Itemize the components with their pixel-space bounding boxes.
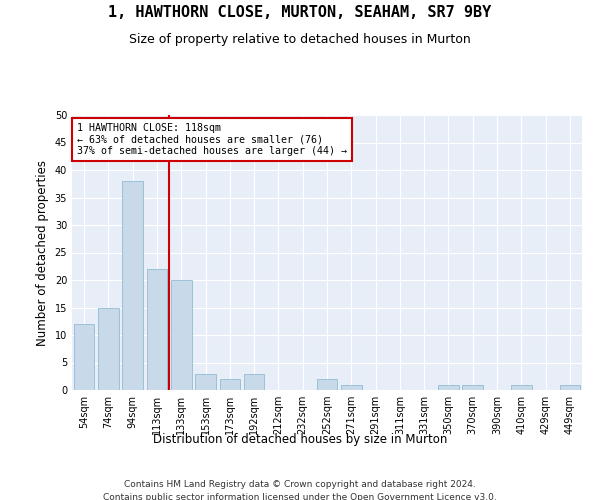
Bar — [195, 374, 216, 390]
Text: 1, HAWTHORN CLOSE, MURTON, SEAHAM, SR7 9BY: 1, HAWTHORN CLOSE, MURTON, SEAHAM, SR7 9… — [109, 5, 491, 20]
Bar — [341, 384, 362, 390]
Bar — [122, 181, 143, 390]
Text: Size of property relative to detached houses in Murton: Size of property relative to detached ho… — [129, 32, 471, 46]
Text: Distribution of detached houses by size in Murton: Distribution of detached houses by size … — [153, 432, 447, 446]
Y-axis label: Number of detached properties: Number of detached properties — [36, 160, 49, 346]
Bar — [511, 384, 532, 390]
Bar — [244, 374, 265, 390]
Bar — [317, 379, 337, 390]
Bar — [463, 384, 483, 390]
Bar — [171, 280, 191, 390]
Text: 1 HAWTHORN CLOSE: 118sqm
← 63% of detached houses are smaller (76)
37% of semi-d: 1 HAWTHORN CLOSE: 118sqm ← 63% of detach… — [77, 123, 347, 156]
Text: Contains public sector information licensed under the Open Government Licence v3: Contains public sector information licen… — [103, 492, 497, 500]
Bar — [74, 324, 94, 390]
Bar — [220, 379, 240, 390]
Text: Contains HM Land Registry data © Crown copyright and database right 2024.: Contains HM Land Registry data © Crown c… — [124, 480, 476, 489]
Bar — [146, 269, 167, 390]
Bar — [98, 308, 119, 390]
Bar — [438, 384, 459, 390]
Bar — [560, 384, 580, 390]
